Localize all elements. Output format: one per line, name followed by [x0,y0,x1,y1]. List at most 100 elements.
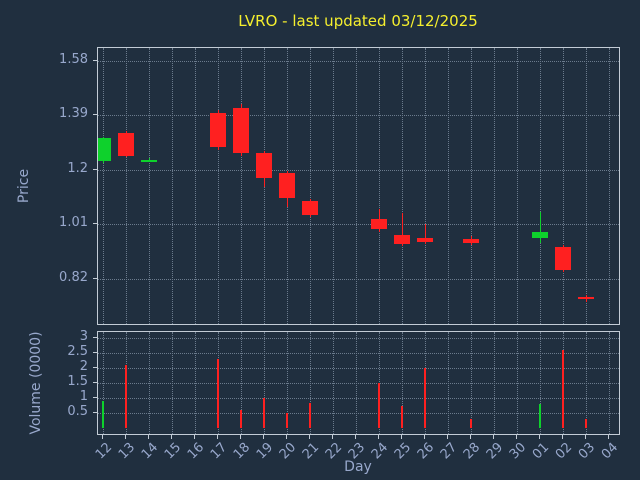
x-tick-mark [401,435,402,439]
x-tick-label: 12 [93,440,116,463]
grid-line-horizontal [98,115,619,117]
grid-line-vertical [540,48,541,324]
grid-line-horizontal [98,353,619,354]
grid-line-vertical [586,48,587,324]
volume-bar [217,359,219,428]
grid-line-horizontal [98,413,619,414]
x-tick-label: 24 [369,440,392,463]
grid-line-vertical [448,48,449,324]
grid-line-vertical [356,48,357,324]
grid-line-vertical [471,48,472,324]
volume-tick-label: 1.5 [67,374,88,389]
x-tick-mark [608,435,609,439]
volume-bar [240,410,242,428]
volume-tick-label: 1 [79,389,88,404]
grid-line-vertical [609,48,610,324]
grid-line-horizontal [98,368,619,369]
price-tick-label: 1.58 [59,51,88,67]
y-tick-mark [93,367,97,368]
volume-bar [286,413,288,428]
volume-bar [470,419,472,428]
grid-line-vertical [149,48,150,324]
x-tick-label: 28 [461,440,484,463]
volume-tick-label: 2 [79,359,88,374]
x-tick-label: 16 [185,440,208,463]
x-tick-label: 01 [530,440,553,463]
candle-body [118,132,134,156]
x-tick-label: 20 [277,440,300,463]
volume-bar [263,398,265,428]
x-tick-mark [585,435,586,439]
x-tick-label: 17 [208,440,231,463]
grid-line-horizontal [98,60,619,62]
y-tick-mark [93,352,97,353]
grid-line-vertical [310,48,311,324]
price-tick-label: 1.01 [59,215,88,231]
grid-line-horizontal [98,338,619,339]
grid-line-horizontal [98,169,619,171]
x-tick-label: 25 [392,440,415,463]
candle-body [394,235,410,244]
grid-line-vertical [379,48,380,324]
x-tick-mark [539,435,540,439]
grid-line-vertical [402,48,403,324]
grid-line-vertical [195,48,196,324]
x-tick-mark [562,435,563,439]
volume-bar [585,419,587,428]
x-tick-mark [378,435,379,439]
grid-line-horizontal [98,383,619,384]
grid-line-vertical [241,48,242,324]
x-tick-mark [424,435,425,439]
x-tick-mark [332,435,333,439]
x-tick-label: 15 [162,440,185,463]
y-tick-mark [93,277,97,279]
x-tick-label: 26 [415,440,438,463]
x-tick-mark [470,435,471,439]
candle-body [141,159,157,162]
x-tick-label: 13 [116,440,139,463]
volume-panel [97,331,620,435]
grid-line-vertical [563,48,564,324]
x-tick-mark [240,435,241,439]
chart-title: LVRO - last updated 03/12/2025 [238,12,478,30]
volume-tick-label: 3 [79,329,88,344]
y-tick-mark [93,412,97,413]
x-tick-mark [148,435,149,439]
x-tick-mark [447,435,448,439]
x-tick-label: 03 [576,440,599,463]
x-tick-mark [217,435,218,439]
volume-tick-label: 2.5 [67,344,88,359]
x-tick-label: 29 [484,440,507,463]
grid-line-horizontal [98,278,619,280]
x-tick-label: 27 [438,440,461,463]
grid-line-vertical [103,48,104,324]
grid-line-vertical [172,48,173,324]
candle-wick [539,212,541,244]
x-tick-label: 19 [254,440,277,463]
y-tick-mark [93,223,97,225]
x-tick-label: 18 [231,440,254,463]
candle-wick [424,223,426,244]
grid-line-vertical [494,48,495,324]
price-tick-label: 1.39 [59,106,88,122]
candle-body [371,218,387,229]
x-tick-mark [171,435,172,439]
x-tick-label: 14 [139,440,162,463]
candle-body [233,108,249,153]
candle-body [417,238,433,242]
x-tick-mark [309,435,310,439]
candle-body [279,172,295,199]
volume-bar [539,404,541,428]
volume-bar [125,365,127,428]
x-tick-mark [102,435,103,439]
x-tick-label: 22 [323,440,346,463]
candle-body [532,231,548,239]
x-tick-mark [263,435,264,439]
volume-tick-label: 0.5 [67,404,88,419]
candle-wick [401,212,403,246]
y-tick-mark [93,168,97,170]
x-tick-mark [286,435,287,439]
volume-bar [562,350,564,428]
grid-line-horizontal [98,398,619,399]
